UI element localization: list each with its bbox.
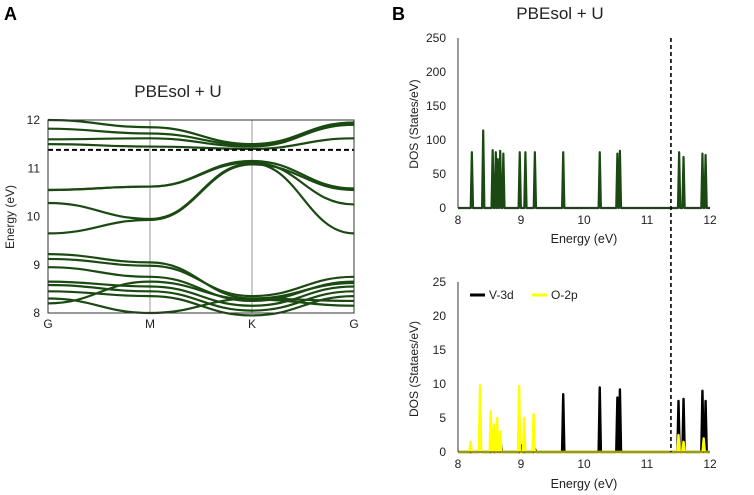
dos1-y-tick-label: 100 (426, 133, 446, 147)
dos2-x-tick-label: 8 (455, 457, 462, 471)
band-chart-title: PBEsol + U (134, 82, 221, 101)
pdos-series-o-2p (458, 384, 710, 454)
band-line-b8 (47, 163, 355, 235)
dos2-y-tick-label: 15 (433, 343, 447, 357)
band-line-b12 (47, 280, 355, 307)
band-line-b15 (47, 297, 355, 315)
band-line-b11 (47, 266, 355, 303)
band-plot-frame (47, 119, 355, 314)
dos1-y-tick-label: 0 (439, 201, 446, 215)
band-structure-chart: 8 9 10 11 12 G M K G Energy (eV) (3, 113, 359, 331)
total-dos-chart: 0 50 100 150 200 250 8 9 10 11 12 DOS (States/eV)… (407, 31, 717, 246)
band-line-b6 (47, 161, 355, 206)
total-dos-series (458, 129, 710, 210)
dos2-x-tick-label: 9 (518, 457, 525, 471)
panel-letter-a: A (4, 4, 17, 24)
dos2-y-tick-label: 5 (439, 411, 446, 425)
dos2-x-tick-label: 12 (703, 457, 717, 471)
band-y-tick-label: 11 (28, 161, 41, 175)
band-x-tick-label: K (248, 317, 256, 331)
band-line-b16 (47, 280, 355, 307)
band-x-tick-label: M (145, 317, 155, 331)
dos1-x-tick-label: 10 (577, 213, 591, 227)
dos1-x-tick-label: 9 (518, 213, 525, 227)
legend: V-3d O-2p (470, 288, 578, 302)
band-y-tick-label: 9 (33, 258, 40, 272)
dos2-y-tick-label: 25 (433, 275, 447, 289)
dos2-y-axis-label: DOS (Stataes/eV) (407, 321, 421, 417)
dos1-x-tick-label: 12 (703, 213, 717, 227)
legend-label-o2p: O-2p (551, 288, 578, 302)
band-line-b3 (47, 122, 355, 148)
band-x-tick-label: G (349, 317, 358, 331)
band-y-tick-label: 10 (27, 210, 41, 224)
panel-letter-b: B (392, 4, 405, 24)
band-line-b4 (47, 137, 355, 151)
band-line-b10 (47, 257, 355, 298)
dos2-x-axis-label: Energy (eV) (551, 477, 618, 491)
dos2-y-tick-label: 10 (433, 377, 447, 391)
band-y-tick-label: 12 (27, 113, 41, 127)
band-line-b13 (47, 283, 355, 312)
dos-chart-title: PBEsol + U (516, 4, 603, 23)
dos1-y-axis-label: DOS (States/eV) (407, 79, 421, 168)
band-y-tick-label: 8 (33, 306, 40, 320)
dos1-x-axis-label: Energy (eV) (551, 232, 618, 246)
dos2-y-tick-label: 0 (439, 445, 446, 459)
band-x-tick-label: G (43, 317, 52, 331)
dos1-y-tick-label: 50 (433, 167, 447, 181)
dos2-x-tick-label: 11 (641, 457, 654, 471)
dos1-y-tick-label: 250 (426, 31, 446, 45)
projected-dos-chart: 0 5 10 15 20 25 8 9 10 11 12 DOS (Stataes/eV) Ene… (407, 275, 717, 491)
dos1-y-tick-label: 200 (426, 65, 446, 79)
dos1-x-tick-label: 8 (455, 213, 462, 227)
dos2-y-tick-label: 20 (433, 309, 447, 323)
dos2-x-tick-label: 10 (577, 457, 591, 471)
dos1-x-tick-label: 11 (641, 213, 654, 227)
band-y-axis-label: Energy (eV) (3, 185, 17, 249)
band-line-b1 (47, 118, 355, 146)
dos1-y-tick-label: 150 (426, 99, 446, 113)
legend-label-v3d: V-3d (489, 288, 514, 302)
